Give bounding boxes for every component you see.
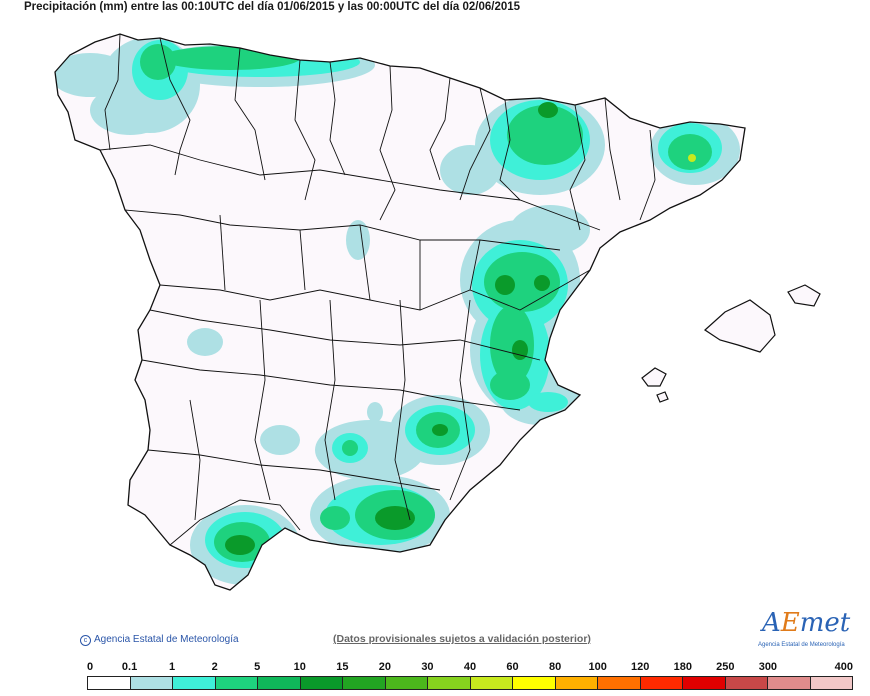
aemet-logo-subtitle: Agencia Estatal de Meteorología bbox=[758, 642, 845, 648]
legend-tick-label: 60 bbox=[506, 661, 519, 673]
legend-tick-label: 10 bbox=[293, 661, 306, 673]
aemet-logo-mark: AEmet bbox=[762, 608, 851, 638]
legend-tick-label: 40 bbox=[463, 661, 477, 673]
copyright-icon: c bbox=[80, 635, 91, 646]
legend-swatch bbox=[385, 677, 428, 689]
legend-swatch bbox=[555, 677, 598, 689]
legend-tick-label: 1 bbox=[169, 661, 176, 673]
legend-swatch bbox=[130, 677, 173, 689]
aemet-logo: AEmet Agencia Estatal de Meteorología bbox=[758, 608, 851, 654]
agency-credit[interactable]: c Agencia Estatal de Meteorología bbox=[80, 634, 239, 646]
legend-tick-label: 120 bbox=[631, 661, 650, 673]
legend-swatch bbox=[640, 677, 683, 689]
legend-swatch bbox=[768, 677, 811, 689]
legend-swatch bbox=[300, 677, 343, 689]
legend-tick-label: 180 bbox=[673, 661, 692, 673]
legend-swatch bbox=[428, 677, 471, 689]
legend-tick-labels: 0 0.1 1 2 5 10 15 20 30 40 60 80 100 120 180 250 300 400 bbox=[0, 661, 870, 675]
legend-swatch bbox=[810, 677, 852, 689]
legend-swatch bbox=[343, 677, 386, 689]
menorca-island bbox=[787, 284, 821, 307]
legend-tick-label: 2 bbox=[211, 661, 218, 673]
precipitation-map bbox=[54, 33, 821, 591]
legend-tick-label: 250 bbox=[716, 661, 735, 673]
legend-tick-label: 20 bbox=[378, 661, 391, 673]
ibiza-island bbox=[641, 367, 667, 387]
legend-color-bar bbox=[87, 676, 853, 690]
provisional-note: (Datos provisionales sujetos a validació… bbox=[333, 633, 591, 645]
legend-swatch bbox=[215, 677, 258, 689]
mallorca-island bbox=[704, 299, 776, 353]
legend-swatch bbox=[683, 677, 726, 689]
legend-swatch bbox=[513, 677, 556, 689]
legend-tick-label: 100 bbox=[588, 661, 607, 673]
legend-tick-label: 400 bbox=[834, 661, 853, 673]
legend-tick-label: 0.1 bbox=[121, 661, 138, 673]
legend-tick-label: 80 bbox=[548, 661, 562, 673]
agency-credit-text: Agencia Estatal de Meteorología bbox=[94, 634, 239, 645]
legend-swatch bbox=[725, 677, 768, 689]
province-boundaries bbox=[99, 34, 656, 546]
legend-tick-label: 5 bbox=[254, 661, 261, 673]
legend-swatch bbox=[598, 677, 641, 689]
precipitation-layer bbox=[55, 37, 740, 585]
legend-swatch bbox=[258, 677, 301, 689]
legend-swatch bbox=[88, 677, 131, 689]
legend-tick-label: 0 bbox=[87, 661, 94, 673]
legend-tick-label: 300 bbox=[758, 661, 778, 673]
legend-swatch bbox=[470, 677, 513, 689]
map-title: Precipitación (mm) entre las 00:10UTC de… bbox=[24, 1, 521, 13]
formentera-island bbox=[656, 391, 669, 403]
legend-tick-label: 15 bbox=[336, 661, 349, 673]
legend-tick-label: 30 bbox=[421, 661, 434, 673]
legend-swatch bbox=[173, 677, 216, 689]
